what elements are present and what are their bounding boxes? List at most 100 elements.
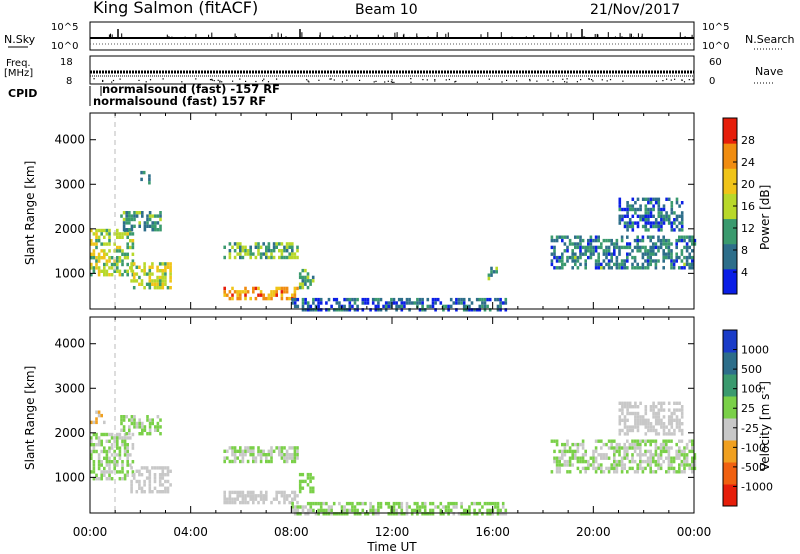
echo-cell bbox=[143, 272, 146, 276]
echo-cell bbox=[140, 269, 144, 273]
echo-cell bbox=[125, 432, 128, 436]
echo-cell bbox=[683, 235, 686, 239]
echo-cell bbox=[665, 449, 668, 454]
echo-cell bbox=[296, 494, 299, 498]
echo-cell bbox=[122, 228, 126, 232]
echo-cell bbox=[665, 456, 668, 460]
echo-cell bbox=[568, 456, 572, 460]
echo-cell bbox=[293, 286, 297, 291]
echo-cell bbox=[649, 245, 652, 250]
echo-cell bbox=[241, 497, 245, 501]
echo-cell bbox=[226, 497, 229, 501]
echo-cell bbox=[252, 446, 255, 450]
echo-cell bbox=[418, 505, 422, 509]
echo-cell bbox=[103, 235, 106, 239]
echo-cell bbox=[92, 420, 96, 425]
echo-cell bbox=[116, 460, 119, 464]
echo-cell bbox=[345, 297, 349, 302]
nave-dot bbox=[588, 78, 590, 80]
echo-cell bbox=[138, 473, 141, 477]
echo-cell bbox=[146, 214, 149, 218]
echo-cell bbox=[641, 266, 645, 270]
echo-cell bbox=[566, 470, 569, 474]
nave-dot bbox=[211, 79, 213, 81]
echo-cell bbox=[639, 459, 642, 464]
echo-cell bbox=[285, 453, 289, 457]
echo-cell bbox=[623, 466, 626, 471]
time-tick-label: 00:00 bbox=[677, 525, 712, 539]
echo-cell bbox=[156, 466, 159, 470]
echo-cell bbox=[103, 249, 106, 253]
echo-cell bbox=[131, 470, 135, 474]
echo-cell bbox=[116, 259, 119, 263]
echo-cell bbox=[304, 512, 307, 516]
echo-cell bbox=[652, 425, 655, 429]
echo-cell bbox=[377, 304, 380, 309]
echo-cell bbox=[397, 501, 401, 506]
echo-cell bbox=[553, 439, 556, 443]
nave-dot bbox=[219, 80, 221, 82]
echo-cell bbox=[584, 252, 587, 256]
echo-cell bbox=[95, 239, 98, 243]
echo-cell bbox=[657, 228, 661, 232]
echo-cell bbox=[558, 463, 561, 467]
echo-cell bbox=[597, 255, 600, 260]
echo-cell bbox=[110, 262, 114, 267]
echo-cell bbox=[675, 242, 678, 246]
echo-cell bbox=[641, 235, 645, 239]
echo-cell bbox=[118, 453, 122, 457]
echo-cell bbox=[377, 508, 380, 513]
echo-cell bbox=[574, 262, 577, 267]
echo-cell bbox=[589, 238, 593, 243]
echo-cell bbox=[233, 446, 237, 450]
echo-cell bbox=[141, 211, 144, 215]
echo-cell bbox=[233, 255, 237, 260]
echo-cell bbox=[293, 490, 297, 495]
echo-cell bbox=[231, 453, 234, 457]
echo-cell bbox=[249, 449, 252, 453]
echo-cell bbox=[620, 459, 624, 464]
echo-cell bbox=[158, 262, 162, 266]
echo-cell bbox=[239, 446, 242, 450]
echo-cell bbox=[283, 500, 286, 505]
echo-cell bbox=[387, 505, 391, 509]
echo-cell bbox=[597, 235, 600, 239]
echo-cell bbox=[95, 432, 98, 437]
echo-cell bbox=[649, 470, 652, 474]
nsky-bottom-tick: 10^0 bbox=[51, 41, 78, 52]
echo-cell bbox=[626, 408, 629, 412]
echo-cell bbox=[683, 449, 686, 454]
echo-cell bbox=[259, 293, 263, 297]
echo-cell bbox=[291, 446, 294, 450]
echo-cell bbox=[571, 453, 574, 457]
echo-cell bbox=[351, 508, 354, 513]
echo-cell bbox=[103, 470, 106, 474]
echo-cell bbox=[132, 275, 136, 280]
echo-cell bbox=[481, 301, 484, 305]
echo-cell bbox=[283, 490, 286, 495]
echo-cell bbox=[371, 512, 375, 516]
echo-cell bbox=[641, 214, 645, 218]
echo-cell bbox=[667, 214, 671, 218]
echo-cell bbox=[384, 304, 388, 309]
echo-cell bbox=[129, 239, 132, 243]
echo-cell bbox=[226, 500, 229, 505]
echo-cell bbox=[660, 405, 663, 409]
echo-cell bbox=[678, 214, 681, 218]
echo-cell bbox=[126, 473, 129, 477]
echo-cell bbox=[631, 446, 634, 450]
echo-cell bbox=[647, 221, 650, 225]
echo-cell bbox=[571, 242, 574, 246]
echo-cell bbox=[421, 304, 424, 309]
echo-cell bbox=[410, 512, 414, 516]
echo-cell bbox=[436, 297, 440, 302]
echo-cell bbox=[654, 449, 658, 454]
echo-cell bbox=[693, 242, 697, 246]
echo-cell bbox=[490, 270, 493, 274]
echo-cell bbox=[244, 252, 247, 256]
echo-cell bbox=[600, 470, 603, 474]
echo-cell bbox=[607, 456, 611, 460]
echo-cell bbox=[317, 508, 320, 513]
echo-cell bbox=[100, 473, 103, 477]
